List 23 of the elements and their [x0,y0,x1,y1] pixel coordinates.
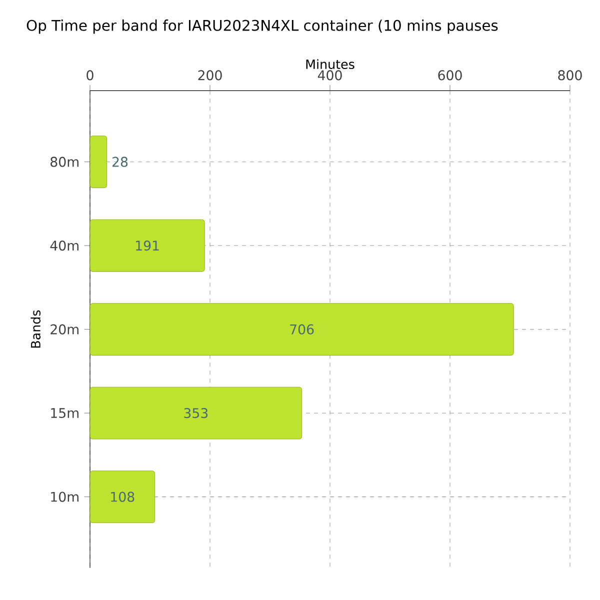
data-label: 353 [184,408,208,418]
y-tick-label: 15m [51,408,78,418]
bar [90,386,302,440]
x-tick-label: 0 [86,70,94,80]
data-label: 706 [290,324,314,334]
x-tick-label: 400 [318,70,342,80]
x-tick-label: 800 [558,70,582,80]
bar [90,219,205,272]
y-tick-label: 80m [50,156,78,167]
data-label: 108 [111,492,134,502]
bar [90,470,156,524]
y-tick-label: 40m [50,240,78,251]
x-axis-title: Minutes [306,59,354,70]
x-tick-label: 200 [198,70,222,80]
bar [90,136,108,188]
x-tick-label: 600 [438,70,462,80]
y-tick-label: 20m [50,324,78,334]
bar [90,303,514,356]
chart-title: Op Time per band for IARU2023N4XL container (10 mins pauses [26,20,498,34]
data-label: 191 [136,240,159,251]
data-label: 28 [112,156,128,167]
y-axis-title: Bands [30,310,40,348]
y-tick-label: 10m [51,492,78,502]
